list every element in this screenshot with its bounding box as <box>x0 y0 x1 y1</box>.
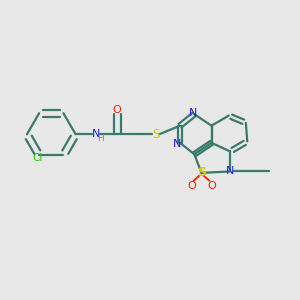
Text: O: O <box>187 181 196 191</box>
Text: Cl: Cl <box>32 153 43 163</box>
Text: S: S <box>152 128 159 141</box>
Text: O: O <box>113 105 122 115</box>
Text: N: N <box>226 167 234 176</box>
Text: N: N <box>92 129 100 139</box>
Text: O: O <box>207 181 216 191</box>
Text: N: N <box>189 108 197 118</box>
Text: H: H <box>98 134 104 143</box>
Text: S: S <box>197 167 206 179</box>
Text: N: N <box>172 139 181 149</box>
